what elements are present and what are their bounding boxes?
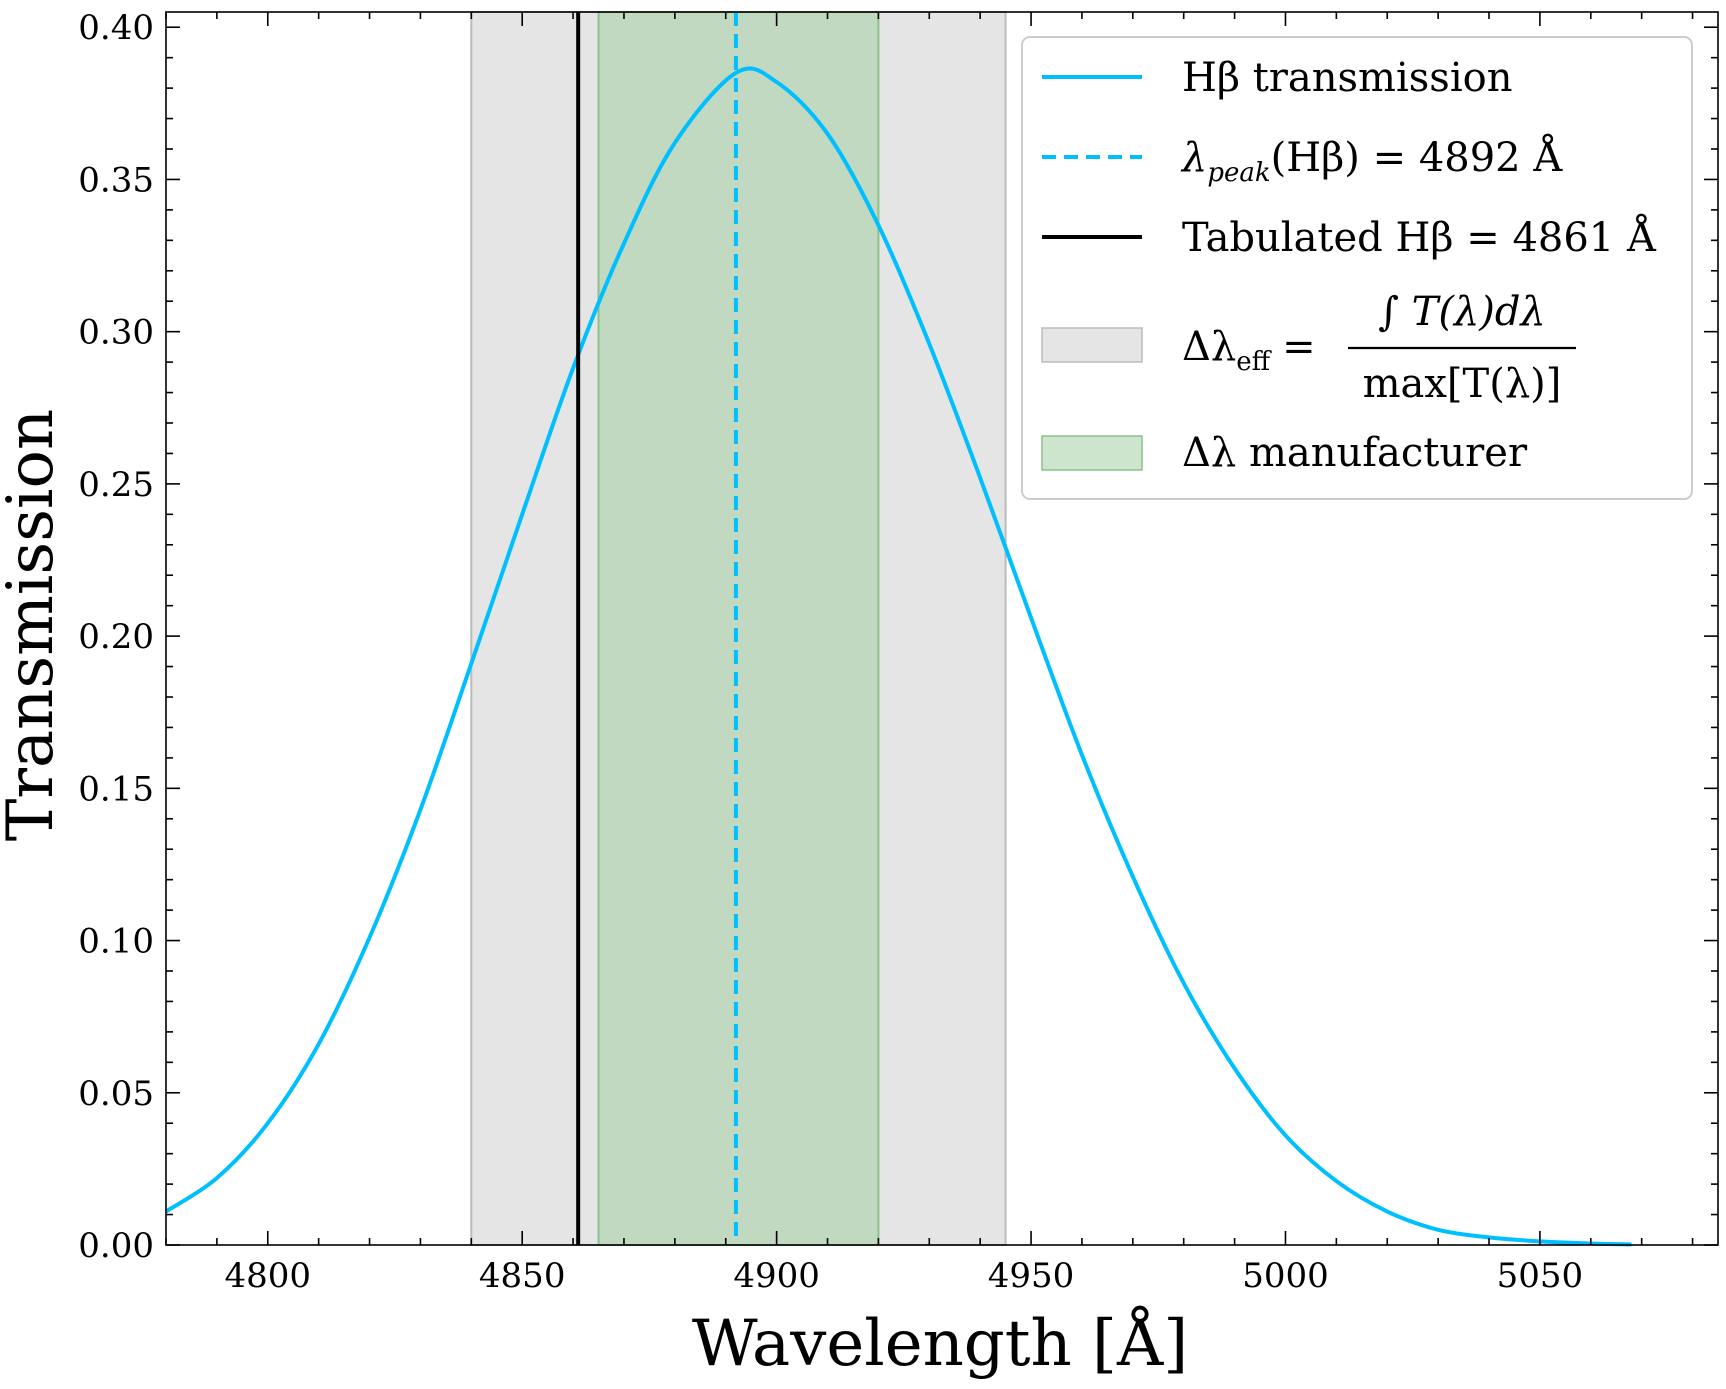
legend-peak-rest: (Hβ) = 4892 Å <box>1271 134 1564 181</box>
legend-label-eff: Δλeff = <box>1182 324 1316 377</box>
bands-layer <box>470 11 1007 1246</box>
series-line-transmission <box>164 66 1632 1247</box>
x-tick-label: 5000 <box>1242 1256 1329 1296</box>
band-manufacturer-width <box>597 11 880 1246</box>
y-tick-label: 0.40 <box>78 8 154 48</box>
tick-labels-layer: 4800 4850 4900 4950 5000 5050 0.00 0.05 0.10 0.15… <box>78 8 1583 1296</box>
legend-swatch-manufacturer <box>1041 435 1143 471</box>
legend-eff-equals: = <box>1282 324 1316 370</box>
ticks-layer <box>165 12 1718 1246</box>
y-tick-label: 0.15 <box>78 769 154 809</box>
legend-eff-subscript: eff <box>1236 347 1272 377</box>
y-tick-label: 0.00 <box>78 1226 154 1266</box>
legend-eff-numerator: ∫ T(λ)dλ <box>1378 289 1546 335</box>
plot-frame <box>165 11 1719 1246</box>
x-tick-label: 5050 <box>1497 1256 1584 1296</box>
curve-layer <box>164 66 1632 1247</box>
x-tick-label: 4900 <box>733 1256 820 1296</box>
legend-peak-lambda: λ <box>1180 135 1207 181</box>
legend-eff-denominator: max[T(λ)] <box>1363 361 1562 407</box>
legend-peak-subscript: peak <box>1207 158 1270 188</box>
y-tick-label: 0.30 <box>78 313 154 353</box>
y-tick-label: 0.25 <box>78 465 154 505</box>
x-axis-label: Wavelength [Å] <box>692 1306 1188 1381</box>
vlines-layer <box>576 12 738 1245</box>
x-tick-label: 4950 <box>988 1256 1075 1296</box>
y-tick-label: 0.35 <box>78 160 154 200</box>
legend-frame <box>1021 36 1693 500</box>
legend-label-transmission: Hβ transmission <box>1182 55 1512 101</box>
legend-label-manufacturer: Δλ manufacturer <box>1182 430 1528 476</box>
y-tick-label: 0.20 <box>78 617 154 657</box>
x-tick-label: 4800 <box>225 1256 312 1296</box>
legend-label-peak: λpeak(Hβ) = 4892 Å <box>1180 134 1563 188</box>
x-tick-label: 4850 <box>479 1256 566 1296</box>
legend: Hβ transmission λpeak(Hβ) = 4892 Å Tabul… <box>1021 36 1693 500</box>
legend-label-tabulated: Tabulated Hβ = 4861 Å <box>1182 214 1657 261</box>
y-tick-label: 0.10 <box>78 922 154 962</box>
y-tick-label: 0.05 <box>78 1074 154 1114</box>
legend-eff-lhs: Δλ <box>1182 324 1236 370</box>
legend-swatch-eff <box>1041 327 1143 363</box>
y-axis-label: Transmission <box>0 409 68 842</box>
